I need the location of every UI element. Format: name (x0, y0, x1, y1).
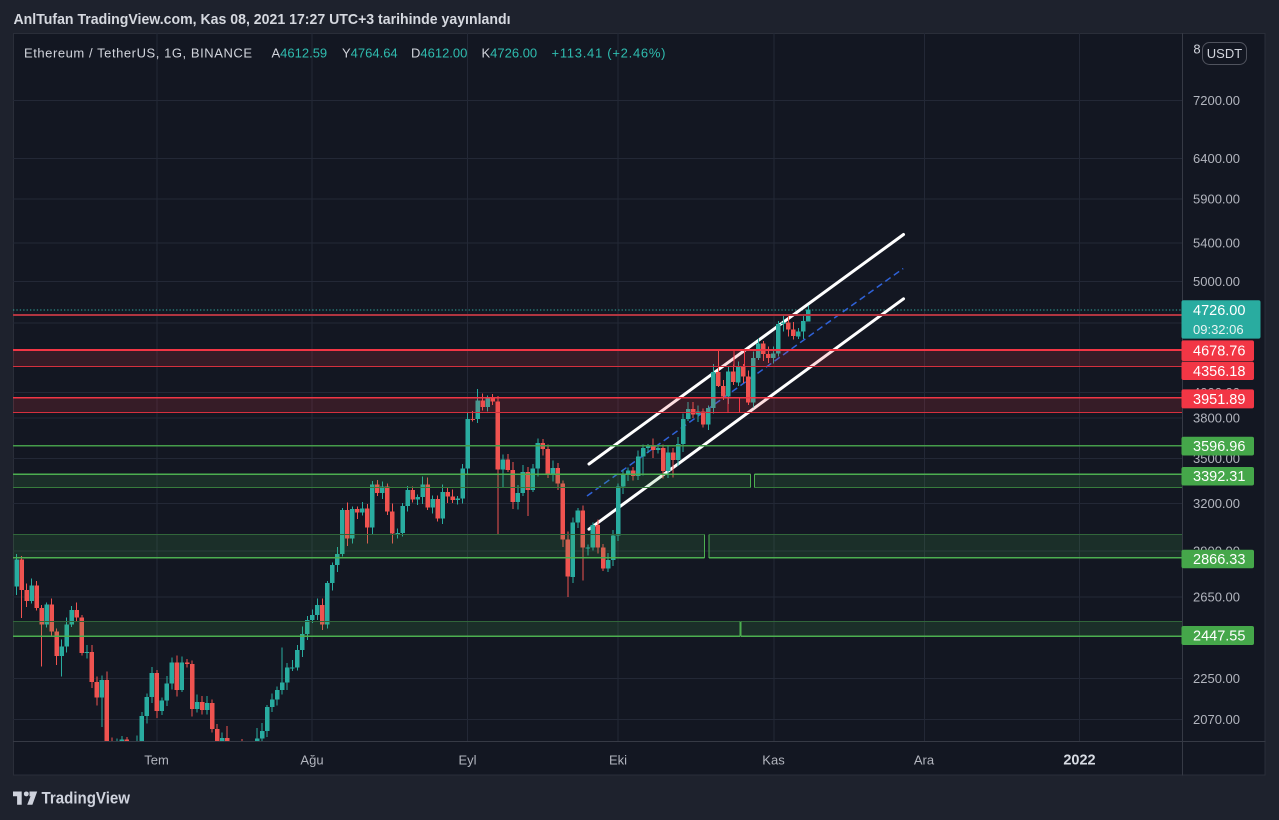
svg-text:09:32:06: 09:32:06 (1193, 322, 1244, 337)
svg-text:3392.31: 3392.31 (1193, 469, 1245, 485)
svg-text:4356.18: 4356.18 (1193, 364, 1245, 380)
svg-text:3951.89: 3951.89 (1193, 392, 1245, 408)
svg-text:Tem: Tem (144, 753, 169, 768)
svg-text:5400.00: 5400.00 (1193, 236, 1240, 251)
svg-text:2022: 2022 (1063, 753, 1095, 769)
svg-text:Eki: Eki (609, 753, 627, 768)
svg-text:8: 8 (1193, 42, 1200, 57)
svg-text:3200.00: 3200.00 (1193, 496, 1240, 511)
svg-text:+113.41 (+2.46%): +113.41 (+2.46%) (552, 46, 666, 61)
svg-text:Eyl: Eyl (458, 753, 476, 768)
svg-text:6400.00: 6400.00 (1193, 151, 1240, 166)
svg-text:3800.00: 3800.00 (1193, 410, 1240, 425)
svg-text:4726.00: 4726.00 (1193, 303, 1245, 319)
svg-text:Kas: Kas (762, 753, 785, 768)
svg-text:Ethereum / TetherUS, 1G, BINAN: Ethereum / TetherUS, 1G, BINANCE (24, 46, 252, 61)
svg-text:Ağu: Ağu (300, 753, 323, 768)
svg-text:Ara: Ara (914, 753, 935, 768)
svg-text:TradingView: TradingView (42, 790, 131, 808)
svg-text:Y4764.64: Y4764.64 (342, 46, 398, 61)
svg-text:5900.00: 5900.00 (1193, 192, 1240, 207)
svg-text:2866.33: 2866.33 (1193, 552, 1245, 568)
svg-text:K4726.00: K4726.00 (482, 46, 538, 61)
svg-text:7200.00: 7200.00 (1193, 93, 1240, 108)
svg-text:2250.00: 2250.00 (1193, 671, 1240, 686)
svg-text:D4612.00: D4612.00 (411, 46, 467, 61)
svg-text:AnlTufan TradingView.com, Kas: AnlTufan TradingView.com, Kas 08, 2021 1… (14, 11, 511, 28)
svg-text:2070.00: 2070.00 (1193, 712, 1240, 727)
svg-text:4678.76: 4678.76 (1193, 344, 1245, 360)
svg-text:A4612.59: A4612.59 (272, 46, 328, 61)
svg-text:2650.00: 2650.00 (1193, 590, 1240, 605)
svg-text:3596.96: 3596.96 (1193, 439, 1245, 455)
svg-text:5000.00: 5000.00 (1193, 274, 1240, 289)
svg-text:2447.55: 2447.55 (1193, 629, 1245, 645)
svg-text:USDT: USDT (1207, 46, 1242, 61)
